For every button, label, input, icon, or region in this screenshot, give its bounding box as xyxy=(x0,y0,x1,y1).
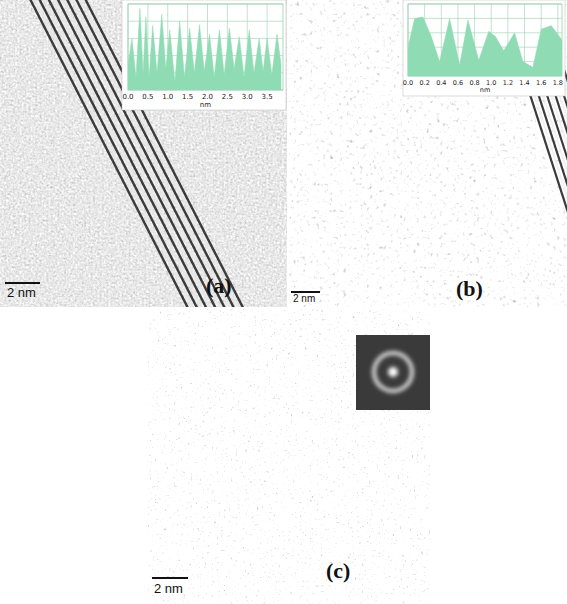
profile-inset: 0.00.20.40.60.81.01.21.41.61.8nm xyxy=(403,0,565,96)
inset-background xyxy=(403,0,565,96)
data-group xyxy=(128,8,281,90)
x-axis-label: nm xyxy=(480,86,490,94)
fft-center xyxy=(388,367,398,377)
x-tick-label: 0.4 xyxy=(436,79,446,87)
x-tick-label: 1.5 xyxy=(182,93,193,101)
scale-bar xyxy=(152,577,188,579)
x-tick-label: 2.0 xyxy=(202,93,213,101)
figure: (a) 2 nm (b) 2 nm (c) 2 nm 0.0 0.5 1.0 1.5 2.0 2.5 3… xyxy=(0,0,567,604)
panel-label: (c) xyxy=(326,558,350,583)
profile-inset: 0.0 0.5 1.0 1.5 2.0 2.5 3.0 3.5 nm xyxy=(122,0,286,110)
scale-bar-label: 2 nm xyxy=(7,285,36,300)
x-tick-label: 1.0 xyxy=(162,93,173,101)
panel-image xyxy=(148,309,430,604)
micrograph xyxy=(289,0,567,307)
scale-bar xyxy=(5,282,40,284)
plot-frame xyxy=(408,4,562,76)
grid-line-y xyxy=(408,18,562,19)
grid-line-y xyxy=(408,32,562,33)
x-tick-label: 1.6 xyxy=(536,79,546,87)
x-tick-label: 0.5 xyxy=(142,93,153,101)
x-tick-label: 0.2 xyxy=(419,79,429,87)
x-tick-label: 0.0 xyxy=(403,79,413,87)
x-axis-label: nm xyxy=(200,101,211,109)
x-tick-label: 0.0 xyxy=(122,93,133,101)
x-tick-label: 1.8 xyxy=(553,79,563,87)
grid-line-y xyxy=(128,38,283,39)
fft-ring xyxy=(374,353,412,391)
x-tick-label: 2.5 xyxy=(222,93,233,101)
grid-line-y xyxy=(408,4,562,5)
panel-label: (a) xyxy=(206,273,232,298)
x-tick-label: 1.2 xyxy=(503,79,513,87)
plot-frame xyxy=(128,4,283,90)
panel-image xyxy=(0,0,287,307)
x-tick-label: 1.4 xyxy=(519,79,529,87)
scale-bar-label: 2 nm xyxy=(293,293,315,304)
x-tick-label: 0.6 xyxy=(453,79,463,87)
x-tick-label: 0.8 xyxy=(469,79,479,87)
panel-image xyxy=(289,0,567,307)
x-tick-label: 3.0 xyxy=(242,93,253,101)
micrograph xyxy=(148,309,430,604)
data-group xyxy=(408,17,562,76)
grid-line-y xyxy=(128,4,283,5)
intensity-profile xyxy=(408,17,562,76)
scale-bar-label: 2 nm xyxy=(154,581,183,596)
micrograph xyxy=(0,0,287,307)
fft-inset xyxy=(356,335,430,410)
panel-label: (b) xyxy=(456,276,483,301)
grid-line-y xyxy=(128,21,283,22)
intensity-profile xyxy=(128,8,281,90)
inset-background xyxy=(122,0,286,110)
x-tick-label: 3.5 xyxy=(262,93,273,101)
